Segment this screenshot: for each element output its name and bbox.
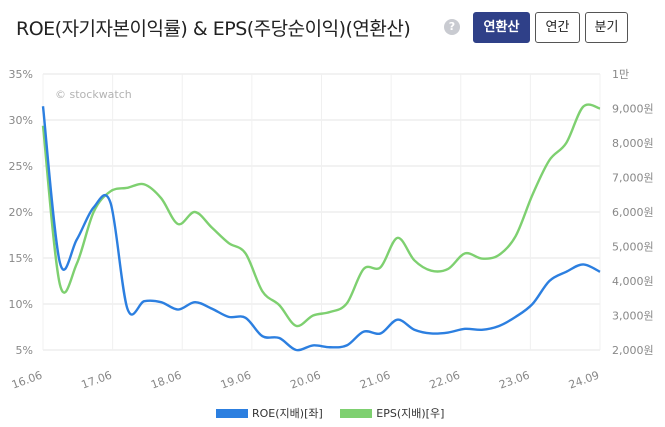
quarterly-button[interactable]: 분기 xyxy=(585,12,628,43)
x-tick-label: 21.06 xyxy=(358,369,392,392)
x-tick-label: 18.06 xyxy=(149,369,183,392)
chart-title: ROE(자기자본이익률) & EPS(주당순이익)(연환산) xyxy=(16,18,411,40)
roe-eps-chart: 35% 30% 25% 20% 15% 10% 5% 1만 9,000원 8,000원 7,000… xyxy=(9,68,654,392)
x-tick-label: 23.06 xyxy=(497,369,531,392)
x-tick-label: 24.09 xyxy=(567,369,601,392)
y-right-tick-label: 7,000원 xyxy=(612,172,654,185)
legend-label-eps: EPS(지배)[우] xyxy=(376,407,445,420)
x-axis: 16.06 17.06 18.06 19.06 20.06 21.06 22.06 23.06… xyxy=(10,369,601,392)
y-left-tick-label: 15% xyxy=(9,252,33,265)
x-tick-label: 22.06 xyxy=(428,369,462,392)
legend-item-eps[interactable]: EPS(지배)[우] xyxy=(340,407,444,420)
y-left-tick-label: 10% xyxy=(9,298,33,311)
x-tick-label: 16.06 xyxy=(10,369,44,392)
y-right-tick-label: 2,000원 xyxy=(612,344,654,357)
y-left-tick-label: 5% xyxy=(16,344,33,357)
y-left-tick-label: 35% xyxy=(9,68,33,81)
x-tick-label: 19.06 xyxy=(219,369,253,392)
y-left-tick-label: 30% xyxy=(9,114,33,127)
series-lines xyxy=(41,103,601,352)
legend-swatch-eps xyxy=(340,409,373,418)
right-axis: 1만 9,000원 8,000원 7,000원 6,000원 5,000원 4,000원 3,… xyxy=(612,68,654,357)
y-left-tick-label: 20% xyxy=(9,206,33,219)
annual-button[interactable]: 연간 xyxy=(535,12,580,43)
y-right-tick-label: 4,000원 xyxy=(612,275,654,288)
y-right-tick-label: 9,000원 xyxy=(612,103,654,116)
y-right-tick-label: 5,000원 xyxy=(612,241,654,254)
x-tick-label: 20.06 xyxy=(288,369,322,392)
watermark: © stockwatch xyxy=(55,88,132,101)
annualized-button[interactable]: 연환산 xyxy=(473,12,530,43)
y-right-tick-label: 8,000원 xyxy=(612,137,654,150)
question-icon[interactable]: ? xyxy=(444,19,460,35)
y-right-tick-label: 6,000원 xyxy=(612,206,654,219)
legend-label-roe: ROE(지배)[좌] xyxy=(252,407,323,420)
legend-item-roe[interactable]: ROE(지배)[좌] xyxy=(216,407,323,420)
legend-swatch-roe xyxy=(216,409,248,418)
y-right-tick-label: 3,000원 xyxy=(612,310,654,323)
left-axis: 35% 30% 25% 20% 15% 10% 5% xyxy=(9,68,33,357)
legend: ROE(지배)[좌] EPS(지배)[우] xyxy=(216,405,458,421)
x-tick-label: 17.06 xyxy=(80,369,114,392)
y-left-tick-label: 25% xyxy=(9,160,33,173)
y-right-tick-label: 1만 xyxy=(612,68,629,81)
